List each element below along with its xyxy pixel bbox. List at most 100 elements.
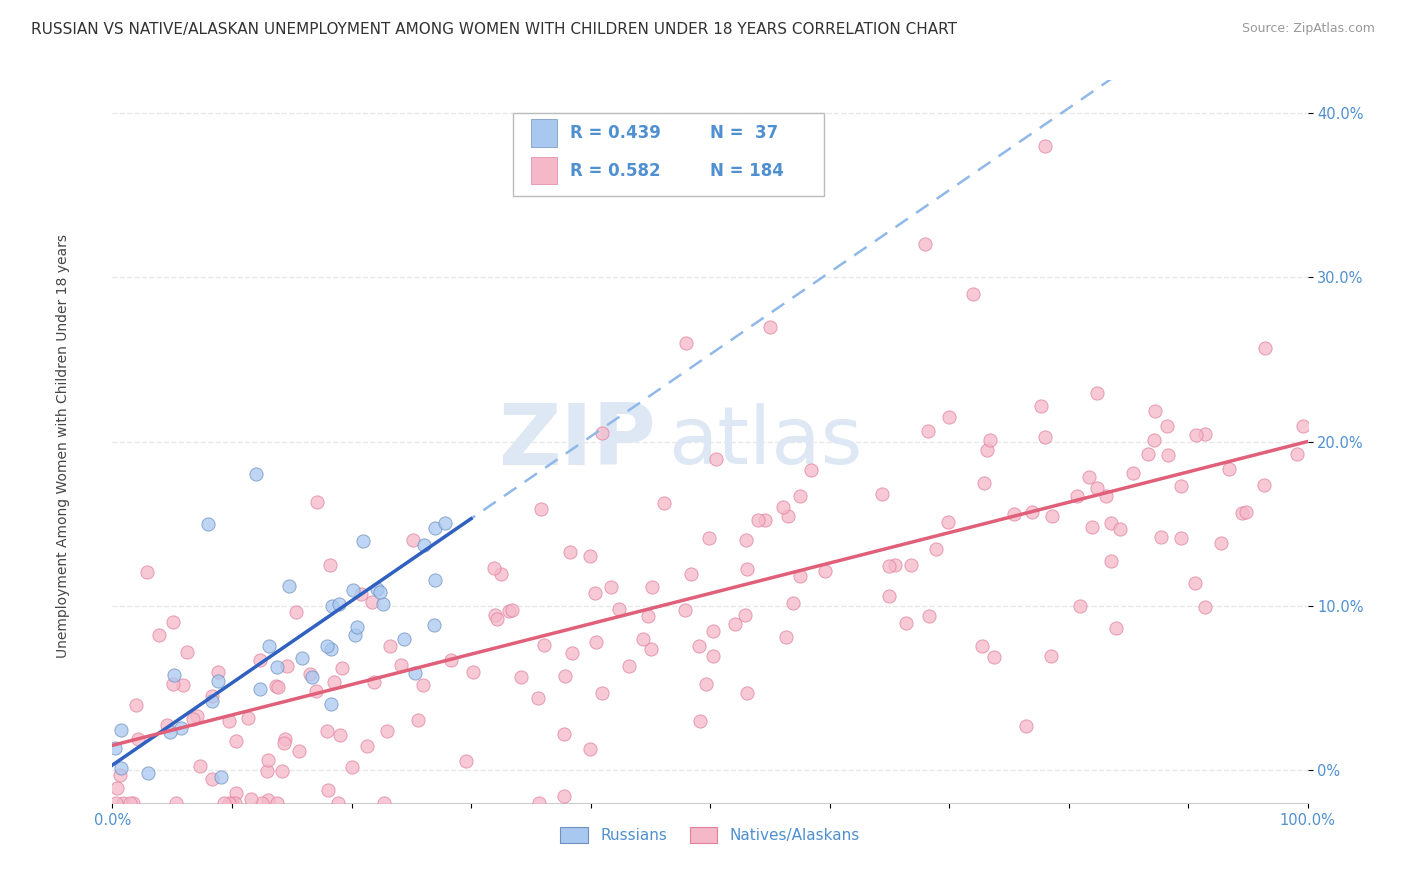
Point [976, 443, 998, 458]
Point [734, 608, 756, 623]
Point [307, 494, 329, 508]
Point [425, 573, 447, 587]
Point [257, 753, 280, 767]
Point [249, 652, 271, 666]
Bar [531, 120, 557, 147]
Point [209, 770, 232, 784]
Point [747, 513, 769, 527]
Point [640, 642, 662, 657]
Point [276, 659, 298, 673]
Text: R = 0.439: R = 0.439 [571, 124, 661, 142]
Point [637, 608, 659, 623]
Point [599, 580, 621, 594]
Point [702, 624, 724, 638]
Point [607, 602, 630, 616]
Point [938, 409, 960, 424]
Point [188, 759, 211, 773]
Point [489, 566, 512, 581]
Point [973, 476, 995, 491]
Point [1157, 448, 1180, 462]
Point [252, 796, 274, 810]
Point [412, 538, 434, 552]
Point [406, 714, 429, 728]
Point [181, 712, 204, 726]
Point [319, 558, 342, 572]
Point [918, 609, 941, 624]
Point [326, 796, 349, 810]
Point [373, 796, 395, 810]
Point [159, 725, 181, 739]
Point [316, 783, 339, 797]
Point [221, 796, 243, 810]
Point [673, 602, 696, 616]
Point [1218, 462, 1240, 476]
Point [323, 675, 346, 690]
Point [328, 597, 350, 611]
Point [352, 533, 374, 548]
Text: R = 0.582: R = 0.582 [571, 161, 661, 179]
Point [316, 724, 339, 739]
Point [585, 635, 607, 649]
Point [1144, 404, 1167, 418]
Point [118, 796, 141, 810]
Point [1033, 430, 1056, 444]
Point [979, 433, 1001, 447]
Point [125, 698, 148, 713]
Point [702, 649, 724, 664]
Point [305, 684, 328, 698]
Point [754, 513, 776, 527]
Point [737, 562, 759, 576]
Point [983, 649, 1005, 664]
Point [1021, 505, 1043, 519]
Point [1040, 509, 1063, 524]
Point [172, 678, 194, 692]
Point [412, 678, 434, 692]
Point [201, 689, 224, 703]
Point [343, 628, 366, 642]
Point [1254, 341, 1277, 355]
Point [681, 567, 703, 582]
Point [368, 585, 391, 599]
Point [877, 558, 900, 573]
Point [257, 639, 280, 653]
Point [879, 590, 901, 604]
Point [735, 533, 758, 547]
Point [1286, 447, 1309, 461]
Point [321, 642, 343, 657]
Point [962, 286, 984, 301]
Point [633, 632, 655, 646]
Point [778, 509, 800, 524]
Point [553, 789, 575, 803]
Point [533, 639, 555, 653]
Point [1099, 516, 1122, 530]
Point [870, 487, 893, 501]
Point [641, 580, 664, 594]
Point [1066, 489, 1088, 503]
Point [1194, 599, 1216, 614]
Point [425, 521, 447, 535]
Point [936, 516, 959, 530]
Point [1085, 386, 1108, 401]
Point [170, 721, 193, 735]
Point [363, 674, 385, 689]
Point [266, 796, 288, 810]
Point [156, 717, 179, 731]
Point [456, 754, 478, 768]
Point [782, 596, 804, 610]
Point [350, 586, 373, 600]
Point [789, 569, 811, 583]
Point [482, 561, 505, 575]
Text: ZIP: ZIP [499, 400, 657, 483]
Point [1108, 522, 1130, 536]
Point [1033, 139, 1056, 153]
Point [1253, 477, 1275, 491]
Point [485, 612, 508, 626]
Point [110, 761, 132, 775]
Text: N = 184: N = 184 [710, 161, 785, 179]
Point [288, 744, 311, 758]
Point [1234, 505, 1257, 519]
Point [162, 615, 184, 629]
Point [361, 595, 384, 609]
Point [510, 670, 533, 684]
Point [380, 639, 402, 653]
